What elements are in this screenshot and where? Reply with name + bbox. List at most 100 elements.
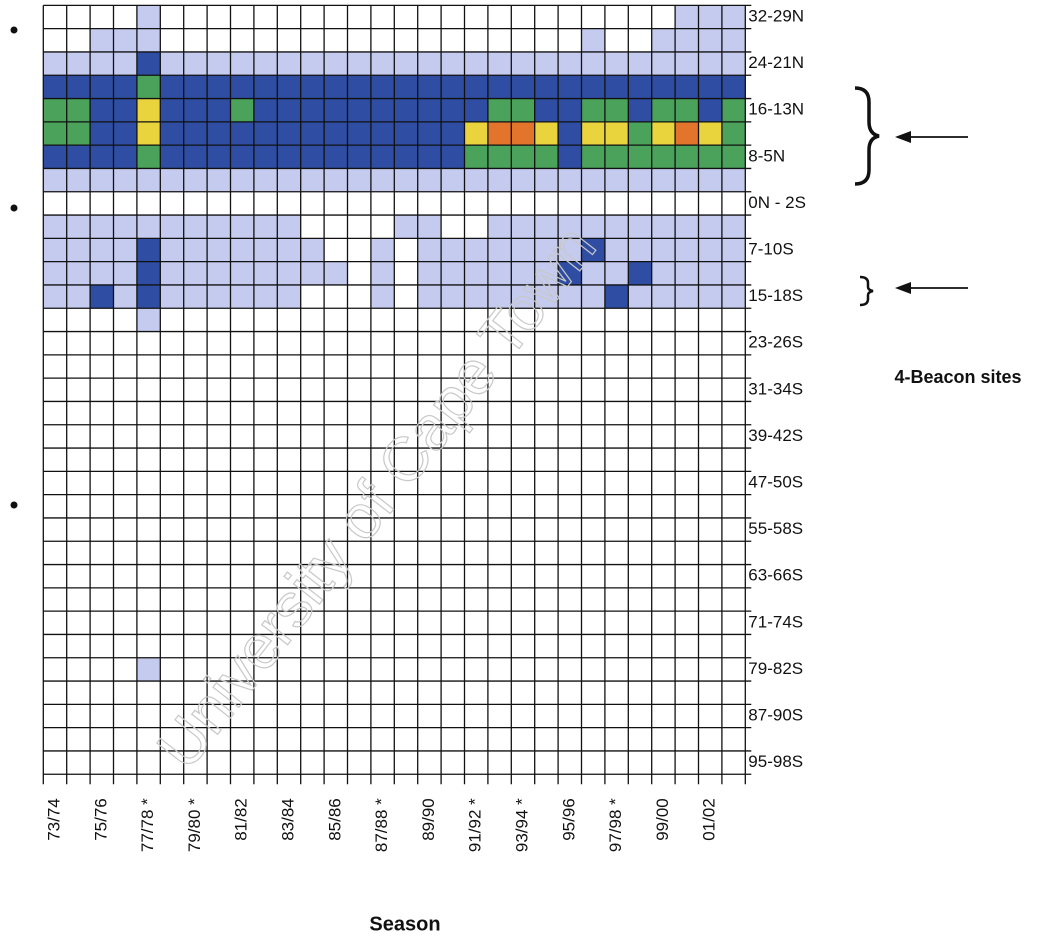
- cell: [136, 750, 161, 775]
- cell: [43, 191, 68, 216]
- cell: [253, 145, 278, 169]
- cell: [113, 145, 138, 169]
- cell: [581, 517, 606, 542]
- cell: [90, 587, 114, 612]
- cell: [651, 657, 676, 682]
- cell: [441, 657, 465, 682]
- cell: [324, 5, 348, 30]
- cell: [66, 494, 91, 519]
- cell: [534, 5, 559, 30]
- cell: [277, 611, 302, 635]
- cell: [90, 681, 114, 705]
- cell: [90, 238, 114, 263]
- cell: [230, 168, 255, 193]
- cell: [441, 75, 465, 100]
- cell: [675, 471, 699, 496]
- cell: [558, 168, 582, 193]
- cell: [347, 587, 372, 612]
- cell: [487, 98, 512, 123]
- cell: [558, 121, 582, 146]
- cell: [487, 168, 512, 193]
- cell: [160, 564, 185, 589]
- cell: [698, 517, 723, 542]
- cell: [721, 168, 746, 193]
- cell: [183, 284, 208, 309]
- cell: [324, 261, 348, 286]
- cell: [511, 541, 536, 566]
- cell: [300, 28, 325, 53]
- cell: [183, 401, 208, 426]
- x-tick-label: 89/90: [419, 798, 438, 841]
- cell: [558, 51, 582, 76]
- cell: [324, 51, 348, 76]
- cell: [628, 681, 653, 705]
- cell: [230, 5, 255, 30]
- arrow-head: [895, 282, 911, 294]
- cell: [604, 121, 629, 146]
- cell: [511, 704, 536, 729]
- cell: [604, 261, 629, 286]
- cell: [464, 424, 489, 449]
- cell: [721, 634, 746, 659]
- cell: [324, 238, 348, 263]
- cell: [207, 378, 231, 402]
- cell: [230, 494, 255, 519]
- cell: [441, 494, 465, 519]
- cell: [300, 98, 325, 123]
- cell: [324, 704, 348, 729]
- cell: [581, 401, 606, 426]
- cell: [207, 681, 231, 705]
- cell: [464, 587, 489, 612]
- cell: [43, 587, 68, 612]
- y-tick-label: 39-42S: [748, 426, 803, 445]
- cell: [207, 587, 231, 612]
- cell: [581, 145, 606, 169]
- cell: [183, 750, 208, 775]
- cell: [534, 191, 559, 216]
- cell: [721, 424, 746, 449]
- cell: [300, 5, 325, 30]
- cell: [441, 634, 465, 659]
- cell: [347, 727, 372, 752]
- cell: [300, 448, 325, 472]
- cell: [534, 611, 559, 635]
- cell: [183, 28, 208, 53]
- cell: [604, 564, 629, 589]
- cell: [698, 424, 723, 449]
- cell: [698, 657, 723, 682]
- cell: [347, 611, 372, 635]
- cell: [441, 331, 465, 356]
- cell: [651, 517, 676, 542]
- cell: [581, 284, 606, 309]
- cell: [113, 75, 138, 100]
- cell: [558, 145, 582, 169]
- y-tick-label: 23-26S: [748, 333, 803, 352]
- cell: [511, 75, 536, 100]
- cell: [464, 331, 489, 356]
- cell: [464, 541, 489, 566]
- cell: [534, 681, 559, 705]
- cell: [417, 541, 442, 566]
- cell: [113, 424, 138, 449]
- cell: [417, 238, 442, 263]
- cell: [534, 215, 559, 239]
- cell: [43, 634, 68, 659]
- cell: [277, 284, 302, 309]
- bullet: [10, 204, 18, 212]
- cell: [534, 378, 559, 402]
- cell: [300, 541, 325, 566]
- cell: [651, 401, 676, 426]
- cell: [90, 331, 114, 356]
- cell: [441, 98, 465, 123]
- cell: [277, 401, 302, 426]
- cell: [43, 541, 68, 566]
- cell: [66, 750, 91, 775]
- cell: [324, 727, 348, 752]
- cell: [581, 75, 606, 100]
- cell: [441, 517, 465, 542]
- cell: [66, 541, 91, 566]
- cell: [370, 657, 395, 682]
- cell: [160, 587, 185, 612]
- cell: [90, 424, 114, 449]
- cell: [511, 284, 536, 309]
